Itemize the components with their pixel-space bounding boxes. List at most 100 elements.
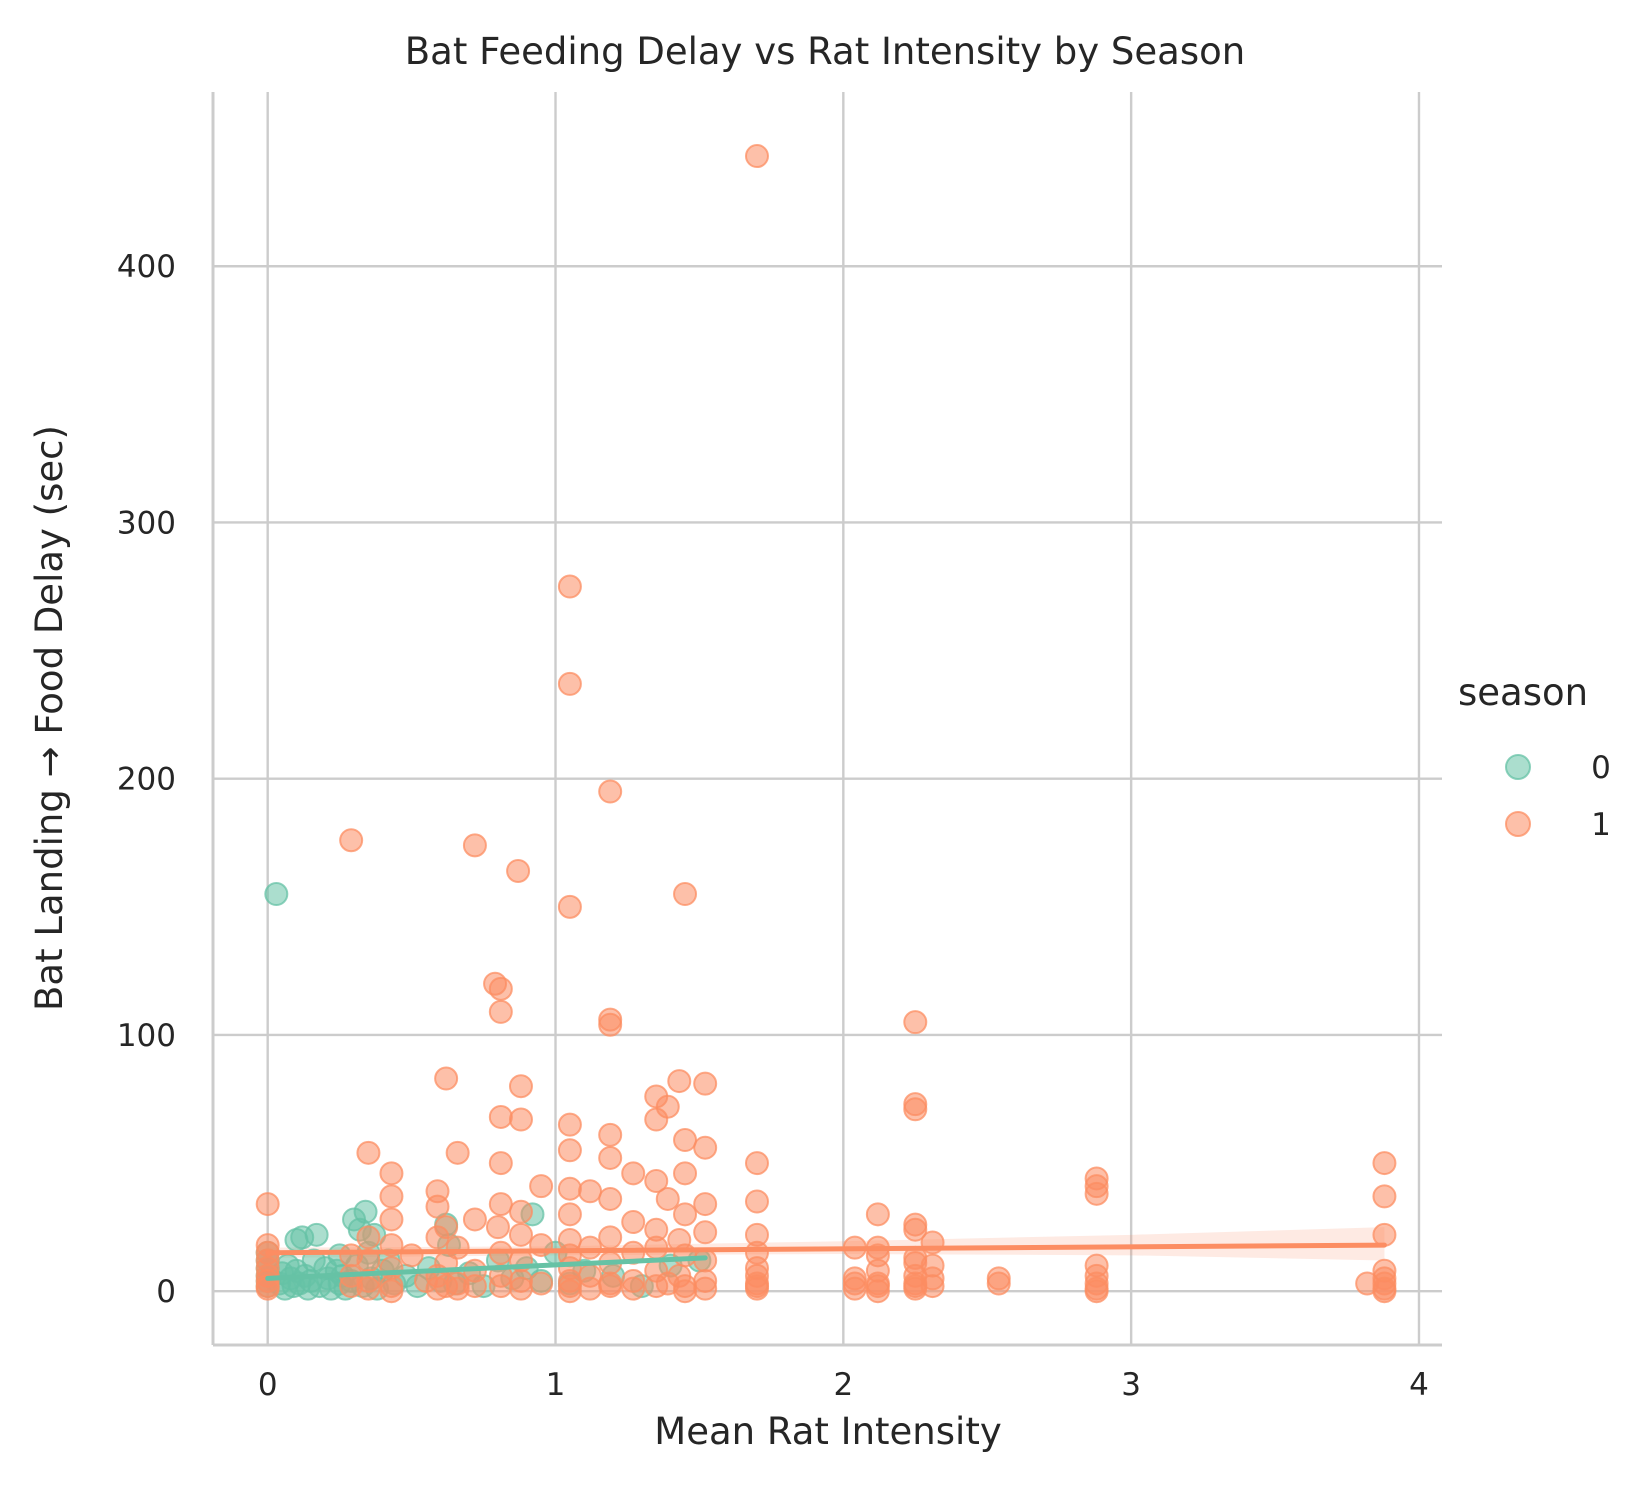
x-tick-label: 2 — [833, 1367, 853, 1403]
data-point-season-1 — [356, 1225, 381, 1250]
data-point-season-1 — [508, 1222, 533, 1247]
data-point-season-1 — [744, 1151, 769, 1176]
data-point-season-1 — [557, 574, 582, 599]
y-tick-label: 200 — [117, 762, 176, 798]
data-point-season-1 — [1372, 1184, 1397, 1209]
data-point-season-1 — [842, 1276, 867, 1301]
data-point-season-1 — [693, 1276, 718, 1301]
grid-lines — [213, 92, 1442, 1345]
legend: season 0 1 — [1458, 671, 1611, 843]
data-point-season-1 — [598, 1012, 623, 1037]
data-point-season-1 — [744, 144, 769, 169]
y-tick-label: 100 — [117, 1018, 176, 1054]
data-point-season-1 — [1372, 1151, 1397, 1176]
data-point-season-1 — [903, 1276, 928, 1301]
data-point-season-1 — [903, 1010, 928, 1035]
x-tick-label: 1 — [546, 1367, 566, 1403]
data-point-season-1 — [598, 1274, 623, 1299]
data-point-season-1 — [621, 1161, 646, 1186]
legend-marker-season-1 — [1505, 811, 1531, 837]
data-point-season-1 — [693, 1135, 718, 1160]
data-point-season-1 — [557, 1176, 582, 1201]
data-point-season-1 — [621, 1210, 646, 1235]
data-point-season-1 — [644, 1169, 669, 1194]
data-point-season-1 — [425, 1276, 450, 1301]
data-point-season-1 — [557, 671, 582, 696]
data-point-season-1 — [508, 1074, 533, 1099]
data-point-season-1 — [399, 1243, 424, 1268]
data-point-season-1 — [673, 1128, 698, 1153]
data-point-season-1 — [379, 1279, 404, 1304]
data-point-season-1 — [488, 1274, 513, 1299]
data-point-season-1 — [529, 1271, 554, 1296]
data-point-season-1 — [488, 976, 513, 1001]
data-point-season-0 — [353, 1199, 378, 1224]
data-point-season-1 — [339, 828, 364, 853]
y-tick-label: 400 — [117, 249, 176, 285]
data-point-season-1 — [255, 1192, 280, 1217]
data-point-season-1 — [557, 1279, 582, 1304]
data-point-season-1 — [508, 1276, 533, 1301]
data-point-season-1 — [462, 833, 487, 858]
data-point-season-1 — [578, 1235, 603, 1260]
legend-marker-season-0 — [1505, 754, 1531, 780]
data-point-season-1 — [598, 1122, 623, 1147]
data-point-season-1 — [425, 1225, 450, 1250]
y-tick-label: 0 — [156, 1274, 176, 1310]
y-axis-label: Bat Landing → Food Delay (sec) — [28, 425, 71, 1011]
data-point-season-1 — [667, 1069, 692, 1094]
data-point-season-1 — [445, 1140, 470, 1165]
data-point-season-1 — [655, 1186, 680, 1211]
data-point-season-1 — [529, 1174, 554, 1199]
data-point-season-1 — [462, 1207, 487, 1232]
legend-label-season-0: 0 — [1591, 750, 1611, 786]
data-point-season-1 — [356, 1140, 381, 1165]
data-point-season-1 — [557, 1202, 582, 1227]
data-point-season-1 — [506, 858, 531, 883]
data-point-season-1 — [508, 1199, 533, 1224]
data-point-season-1 — [744, 1276, 769, 1301]
legend-label-season-1: 1 — [1591, 807, 1611, 843]
data-point-season-1 — [598, 1186, 623, 1211]
data-point-season-1 — [1372, 1279, 1397, 1304]
chart-title: Bat Feeding Delay vs Rat Intensity by Se… — [405, 30, 1245, 73]
data-point-season-1 — [644, 1274, 669, 1299]
data-point-season-1 — [508, 1107, 533, 1132]
y-tick-label: 300 — [117, 505, 176, 541]
data-point-season-1 — [488, 999, 513, 1024]
data-point-season-1 — [903, 1217, 928, 1242]
data-point-season-1 — [1372, 1222, 1397, 1247]
data-point-season-1 — [488, 1104, 513, 1129]
data-point-season-1 — [557, 894, 582, 919]
data-point-season-1 — [744, 1189, 769, 1214]
data-point-season-1 — [621, 1276, 646, 1301]
data-point-season-1 — [379, 1207, 404, 1232]
data-point-season-1 — [356, 1276, 381, 1301]
x-tick-label: 3 — [1121, 1367, 1141, 1403]
data-point-season-0 — [264, 882, 289, 907]
x-tick-labels: 0 1 2 3 4 — [258, 1367, 1429, 1403]
data-point-season-1 — [673, 882, 698, 907]
data-point-season-1 — [379, 1161, 404, 1186]
data-point-season-1 — [488, 1151, 513, 1176]
data-point-season-1 — [673, 1161, 698, 1186]
y-tick-labels: 0 100 200 300 400 — [117, 249, 176, 1310]
data-point-season-1 — [598, 779, 623, 804]
data-point-season-1 — [865, 1202, 890, 1227]
data-point-season-1 — [986, 1271, 1011, 1296]
data-point-season-1 — [903, 1097, 928, 1122]
data-point-season-1 — [693, 1192, 718, 1217]
data-point-season-1 — [578, 1179, 603, 1204]
data-points — [255, 144, 1397, 1304]
data-point-season-1 — [488, 1192, 513, 1217]
data-point-season-1 — [693, 1220, 718, 1245]
x-axis-label: Mean Rat Intensity — [654, 1410, 1001, 1453]
data-point-season-1 — [379, 1184, 404, 1209]
data-point-season-1 — [644, 1107, 669, 1132]
trend-line-season-1 — [265, 1242, 1387, 1256]
data-point-season-1 — [598, 1225, 623, 1250]
data-point-season-1 — [255, 1276, 280, 1301]
data-point-season-0 — [304, 1222, 329, 1247]
data-point-season-1 — [557, 1112, 582, 1137]
data-point-season-1 — [578, 1276, 603, 1301]
